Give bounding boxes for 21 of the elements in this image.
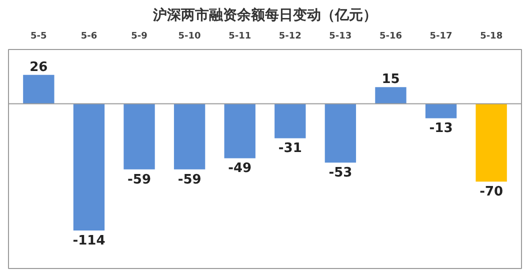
x-tick-label: 5-11 <box>228 32 252 42</box>
x-tick-label: 5-5 <box>30 32 47 42</box>
data-label: -31 <box>278 141 302 156</box>
data-label: -59 <box>178 172 202 188</box>
x-tick-label: 5-10 <box>178 32 201 42</box>
x-tick-label: 5-9 <box>131 32 148 42</box>
data-label: -114 <box>72 233 106 248</box>
data-label: -70 <box>480 184 504 200</box>
data-label: 15 <box>382 72 400 88</box>
x-tick-label: 5-18 <box>480 32 503 42</box>
data-label: -53 <box>328 166 352 181</box>
x-tick-label: 5-6 <box>80 32 98 42</box>
data-label: -13 <box>429 121 453 136</box>
x-tick-label: 5-12 <box>278 32 302 42</box>
x-tick-label: 5-13 <box>329 32 352 42</box>
x-tick-label: 5-17 <box>430 32 452 42</box>
data-label: -49 <box>228 161 252 176</box>
data-label: 26 <box>30 60 48 75</box>
x-tick-label: 5-16 <box>379 32 402 42</box>
chart-title: 沪深两市融资余额每日变动（亿元） <box>152 6 377 24</box>
data-label: -59 <box>128 172 152 188</box>
